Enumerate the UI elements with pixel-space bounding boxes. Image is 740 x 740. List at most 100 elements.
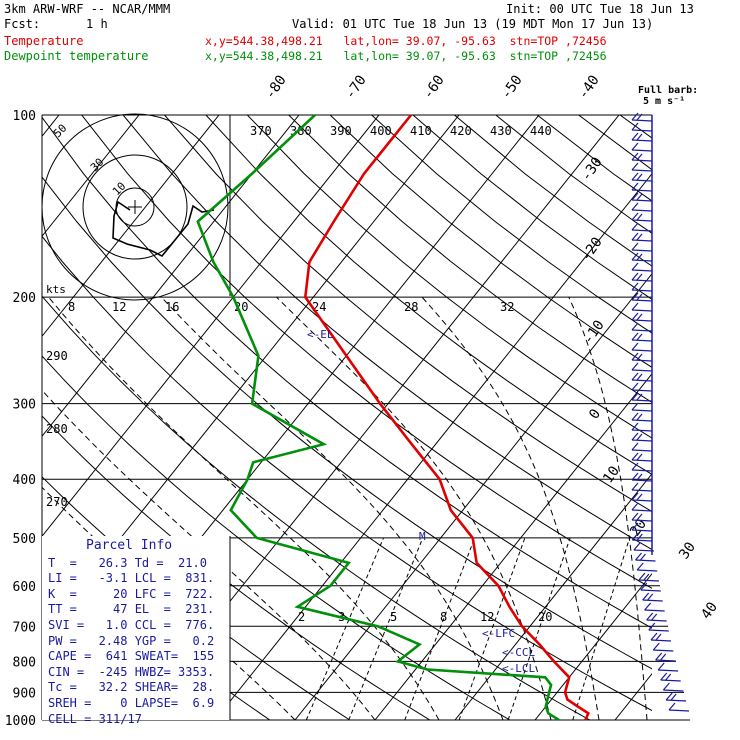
wind-barb bbox=[631, 152, 639, 161]
wind-barb bbox=[653, 649, 674, 652]
wind-barb bbox=[631, 389, 653, 392]
wind-barb bbox=[631, 509, 653, 512]
isotherm-label: 20 bbox=[627, 516, 650, 539]
wind-barb bbox=[631, 232, 639, 241]
wind-barb bbox=[631, 489, 653, 492]
parcel-row: CELL = 311/17 bbox=[48, 711, 142, 726]
wind-barb bbox=[635, 552, 642, 561]
wind-barb bbox=[643, 573, 650, 581]
wind-barb bbox=[636, 533, 643, 541]
lcl-marker: <-LCL bbox=[502, 662, 535, 675]
mixing-ratio-label: 20 bbox=[538, 610, 552, 624]
wind-barb bbox=[631, 439, 653, 442]
parcel-row: TT = 47 EL = 231. bbox=[48, 602, 215, 617]
wind-barb bbox=[655, 659, 676, 662]
mixing-ratio-line bbox=[305, 537, 384, 720]
wind-barb bbox=[631, 519, 653, 522]
parcel-row: LI = -3.1 LCL = 831. bbox=[48, 571, 215, 586]
wind-barb bbox=[668, 709, 690, 712]
dry-adiabat-line bbox=[495, 115, 652, 234]
wind-barb bbox=[631, 169, 653, 172]
dewpoint-field-name: Dewpoint temperature bbox=[4, 49, 149, 63]
wind-barb bbox=[631, 412, 639, 421]
wind-barb bbox=[631, 529, 653, 532]
dry-adiabat-line bbox=[329, 115, 652, 368]
wind-barb bbox=[631, 309, 653, 312]
wind-barb bbox=[631, 322, 639, 331]
isotherm-line bbox=[42, 115, 300, 438]
wind-barb bbox=[631, 239, 653, 242]
wind-barb bbox=[638, 572, 646, 581]
wind-barb bbox=[644, 609, 665, 612]
wind-barb bbox=[636, 562, 644, 571]
mixing-ratio-line bbox=[404, 537, 476, 720]
dewpoint-field-location: x,y=544.38,498.21 lat,lon= 39.07, -95.63… bbox=[205, 49, 607, 63]
wind-barb bbox=[636, 413, 643, 421]
wind-barb bbox=[636, 253, 643, 261]
wind-barb bbox=[642, 592, 650, 601]
wind-barb bbox=[631, 362, 639, 371]
wind-barb bbox=[631, 512, 639, 521]
wind-barb bbox=[648, 622, 656, 631]
wind-barb bbox=[631, 432, 639, 441]
mixing-ratio-line bbox=[572, 537, 631, 720]
wind-barb bbox=[633, 549, 654, 552]
wind-barb bbox=[631, 262, 639, 271]
wind-barb bbox=[631, 449, 653, 452]
wind-barb bbox=[631, 122, 639, 131]
moist-adiabat-line bbox=[42, 486, 296, 720]
wind-barb bbox=[657, 662, 665, 671]
hodograph-ring-label-10: 10 bbox=[110, 180, 129, 199]
theta-label: 290 bbox=[46, 349, 68, 363]
wind-barb bbox=[631, 139, 653, 142]
dry-adiabat-line bbox=[288, 115, 652, 404]
wind-barb bbox=[631, 182, 639, 191]
model-title: 3km ARW-WRF -- NCAR/MMM bbox=[4, 2, 171, 16]
ccl-marker: <-CCL bbox=[502, 646, 535, 659]
wind-barb bbox=[631, 359, 653, 362]
mixing-ratio-line bbox=[458, 537, 526, 720]
mixing-ratio-label: 16 bbox=[165, 300, 179, 314]
dry-adiabat-line bbox=[42, 295, 591, 720]
parcel-row: K = 20 LFC = 722. bbox=[48, 586, 215, 601]
wind-barb bbox=[646, 619, 667, 622]
isotherm-line bbox=[454, 472, 652, 720]
dry-adiabat-line bbox=[246, 115, 652, 439]
wind-barb bbox=[631, 332, 639, 341]
pressure-tick-label: 500 bbox=[13, 532, 36, 547]
wind-barb bbox=[642, 599, 663, 602]
wind-barb bbox=[631, 482, 639, 491]
isotherm-label: 10 bbox=[600, 463, 623, 486]
wind-barb bbox=[631, 132, 639, 141]
skewed-grid bbox=[42, 115, 740, 720]
wind-barb bbox=[644, 602, 652, 611]
wind-barb bbox=[631, 352, 639, 361]
dry-adiabat-line bbox=[42, 176, 652, 670]
hodograph-trace bbox=[112, 200, 215, 258]
wind-barb bbox=[636, 153, 643, 161]
isotherm-label: 40 bbox=[698, 599, 721, 622]
isotherm-label: 30 bbox=[676, 539, 699, 562]
wind-barb bbox=[631, 282, 639, 291]
pressure-tick-label: 200 bbox=[13, 291, 36, 306]
wind-barb bbox=[658, 669, 679, 672]
theta-label: 410 bbox=[410, 124, 432, 138]
parcel-row: Tc = 32.2 SHEAR= 28. bbox=[48, 680, 215, 695]
parcel-row: T = 26.3 Td = 21.0 bbox=[48, 555, 207, 570]
wind-barb bbox=[640, 589, 661, 592]
wind-barb bbox=[650, 632, 658, 641]
hodograph-ring-label-50: 50 bbox=[51, 122, 70, 141]
wind-barb bbox=[631, 312, 639, 321]
pressure-tick-label: 900 bbox=[13, 686, 36, 701]
wind-barb bbox=[665, 692, 673, 701]
wind-barb bbox=[660, 672, 668, 681]
mixing-ratio-label: 5 bbox=[390, 610, 397, 624]
parcel-info-panel bbox=[42, 536, 230, 720]
wind-barb bbox=[631, 522, 639, 531]
wind-barb-column bbox=[631, 112, 690, 712]
isotherm-line bbox=[695, 115, 740, 720]
isotherm-line bbox=[42, 115, 140, 238]
hodograph-units: kts bbox=[46, 283, 66, 296]
theta-label: 400 bbox=[370, 124, 392, 138]
